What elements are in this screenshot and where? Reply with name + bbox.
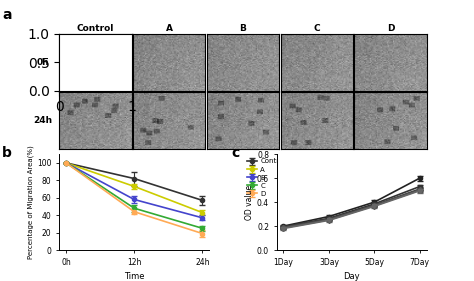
Title: D: D — [387, 24, 394, 33]
Legend: Control, A, B, C, D: Control, A, B, C, D — [244, 156, 288, 200]
Title: A: A — [166, 24, 173, 33]
Title: B: B — [239, 24, 246, 33]
Legend: Control, Group A, Group B, Group C, Group D: Control, Group A, Group B, Group C, Grou… — [473, 156, 474, 200]
Y-axis label: 24h: 24h — [33, 116, 52, 125]
X-axis label: Time: Time — [124, 272, 145, 281]
Y-axis label: OD value: OD value — [245, 185, 254, 220]
Title: C: C — [313, 24, 320, 33]
Text: a: a — [2, 8, 12, 22]
Y-axis label: 0h: 0h — [36, 58, 49, 67]
Y-axis label: Percentage of Migration Area(%): Percentage of Migration Area(%) — [28, 145, 34, 259]
Text: b: b — [2, 146, 12, 160]
X-axis label: Day: Day — [343, 272, 360, 281]
Text: c: c — [232, 146, 240, 160]
Title: Control: Control — [77, 24, 114, 33]
